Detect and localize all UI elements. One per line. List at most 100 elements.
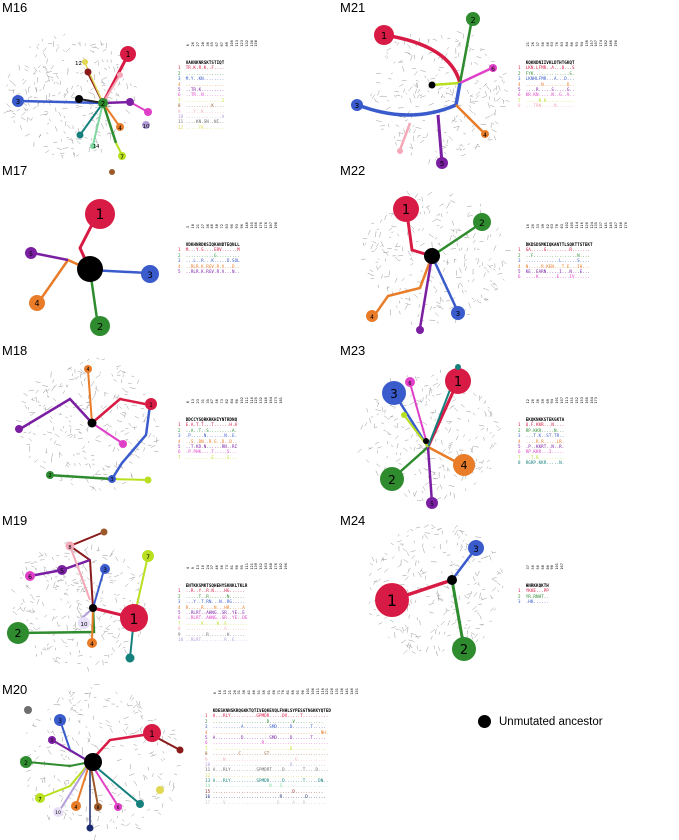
svg-text:12: 12 <box>75 61 82 67</box>
alignment-row-sequence: YR.RNHT.. <box>525 593 549 599</box>
position-header: 8132331354756738284901021111161251321401… <box>178 397 285 417</box>
alignment-row: 6 RP.KKR...I..... <box>518 449 600 454</box>
alignment-row-id: 2 <box>178 593 186 599</box>
panel-label-m22: M22 <box>340 163 366 178</box>
alignment-row-id: 4 <box>178 604 186 610</box>
alignment-row-sequence: ......K.....N..E........ <box>185 620 248 626</box>
alignment-row: 6 ...................R..................… <box>205 740 361 745</box>
root-sequence: DDCCYSQRKRKHIYNTRDNQ <box>178 417 238 422</box>
alignment-row: 4 ......N.........D.. <box>518 82 620 87</box>
alignment-m24: 375056688698101167 HNRKKQKTH 1 YKKE...PP 2… <box>518 563 566 605</box>
alignment-row-sequence: ...........A..........SMD.....D.......T.… <box>212 724 326 730</box>
alignment-row: 9 ........R.......H...... <box>178 632 290 637</box>
alignment-row: 5 .P..KKRT..N..R. <box>518 444 600 449</box>
svg-text:4: 4 <box>90 641 94 648</box>
alignment-row-id: 8 <box>178 626 186 632</box>
svg-text:6: 6 <box>491 66 495 73</box>
alignment-row-sequence: KE..EARN.....I...N...E... <box>525 268 590 274</box>
alignment-row-sequence: ........R.......H...... <box>185 631 245 637</box>
alignment-row-sequence: .....N.K........... <box>525 97 575 103</box>
svg-text:3: 3 <box>147 271 153 281</box>
svg-text:6: 6 <box>408 381 411 387</box>
svg-text:3: 3 <box>355 102 359 110</box>
svg-text:3: 3 <box>16 98 20 106</box>
svg-text:2: 2 <box>470 16 475 25</box>
root-sequence: VAKNKNRSKTSTIQT <box>178 60 225 65</box>
alignment-row-sequence: .P.PHK....T.....S... <box>185 449 238 455</box>
alignment-row-sequence: ........................................… <box>212 729 329 735</box>
alignment-row: 4 ....R.R.....LR. <box>518 439 600 444</box>
alignment-row-id: 16 <box>205 794 213 800</box>
unmutated-ancestor-node <box>77 256 103 282</box>
alignment-row-id: 2 <box>178 427 186 433</box>
alignment-row: 10 ..............A <box>178 114 260 119</box>
alignment-row: 14 ......................N...S..........… <box>205 783 361 788</box>
alignment-row-id: 3 <box>518 433 526 439</box>
alignment-row-id: 6 <box>518 92 526 98</box>
svg-text:10: 10 <box>81 622 88 628</box>
panel-label-m24: M24 <box>340 513 366 528</box>
alignment-row-id: 8 <box>518 460 526 466</box>
position-header: 6101521263136414651566166717681869196101… <box>205 688 361 708</box>
alignment-row-id: 2 <box>178 252 186 258</box>
alignment-row: 5 A..........D..........SMD.....D.......… <box>205 735 361 740</box>
svg-text:4: 4 <box>74 805 77 811</box>
alignment-row-id: 4 <box>178 438 186 444</box>
alignment-row: 1 TR.K.R.K..F.... <box>178 65 260 70</box>
alignment-row-sequence: ..F.................N.... <box>525 252 590 258</box>
alignment-row: 1 ..R..Y..R.N....HG...... <box>178 588 290 593</box>
alignment-row-id: 9 <box>178 631 186 637</box>
root-sequence: VDKHNRDKSIQKANDTEQNLL <box>178 242 240 247</box>
alignment-row-sequence: RP.KKR.....N... <box>525 427 565 433</box>
svg-text:3: 3 <box>390 387 398 401</box>
position-header: 4913162437465673819095111121139152163168… <box>178 563 290 583</box>
alignment-row-id: 5 <box>205 734 213 740</box>
alignment-row-sequence: ....R.R.....LR. <box>525 438 565 444</box>
lineage-tree-m19: 1 2 3 4 5 6 7 8 10 <box>7 528 154 672</box>
alignment-row-id: 4 <box>178 263 186 269</box>
alignment-row-sequence: ..........K.... <box>185 103 225 109</box>
alignment-row-sequence: LKN.LFMR..A...D...S <box>525 65 575 71</box>
svg-text:2: 2 <box>479 219 485 229</box>
alignment-row-id: 5 <box>178 268 186 274</box>
alignment-row: 4 N.....R.KEN...T.E...IH... <box>518 264 630 269</box>
root-sequence: EKQKNKKSTEKGKTA <box>518 417 565 422</box>
alignment-m16: 62027283655678789100113123132136158 VAKN… <box>178 40 260 130</box>
alignment-row: 12 .....TK........ <box>178 125 260 130</box>
panel-label-m16: M16 <box>2 0 28 15</box>
alignment-row: 4 R.....R....N...HR.....A <box>178 605 290 610</box>
lineage-tree-m17: 1 2 3 4 5 <box>25 199 159 336</box>
alignment-row-id: 6 <box>178 92 186 98</box>
alignment-row: 6 KR.KN.....N..G..V.. <box>518 92 620 97</box>
alignment-row: 2 FYK..............S. <box>518 71 620 76</box>
alignment-row-id: 3 <box>178 433 186 439</box>
alignment-row-id: 1 <box>518 247 526 253</box>
svg-text:7: 7 <box>146 554 150 561</box>
alignment-row-id: 17 <box>205 799 213 805</box>
alignment-row-id: 1 <box>518 65 526 71</box>
alignment-row-id: 7 <box>178 454 186 460</box>
alignment-row-id: 1 <box>178 588 186 594</box>
alignment-row-sequence: GA.....G.........R....... <box>525 247 590 253</box>
alignment-row: 5 ..T.KD.N......RN..RI <box>178 444 285 449</box>
alignment-m20: 6101521263136414651566166717681869196101… <box>205 688 361 805</box>
alignment-row: 1 M...Y.S....ERV......M <box>178 247 280 252</box>
svg-text:2: 2 <box>388 473 396 487</box>
position-header: 375056688698101167 <box>518 563 566 583</box>
alignment-m23: 122036596994101107113151152153160164173 … <box>518 397 600 466</box>
alignment-row-sequence: ....KN.SN..NI.. <box>185 119 225 125</box>
alignment-row: 6 ..TR..N........ <box>178 92 260 97</box>
svg-text:5: 5 <box>51 738 54 744</box>
alignment-m22: 1020333952637883102105114116120124135137… <box>518 222 630 280</box>
panel-label-m23: M23 <box>340 343 366 358</box>
alignment-row-id: 3 <box>518 76 526 82</box>
alignment-row: 9 ....N...........................G.....… <box>205 757 361 762</box>
alignment-row-sequence: ..RLRT..AHNG..SR..YE..DE <box>185 615 248 621</box>
alignment-row-id: 2 <box>518 427 526 433</box>
alignment-row: 8 ..........C.........ST................… <box>205 751 361 756</box>
svg-text:1: 1 <box>149 402 153 409</box>
alignment-row-id: 6 <box>518 274 526 280</box>
alignment-row-id: 1 <box>518 422 526 428</box>
position-number: 170 <box>623 222 628 229</box>
alignment-row: 4 ..RLR.K.RGV.R.V...D.. <box>178 264 280 269</box>
